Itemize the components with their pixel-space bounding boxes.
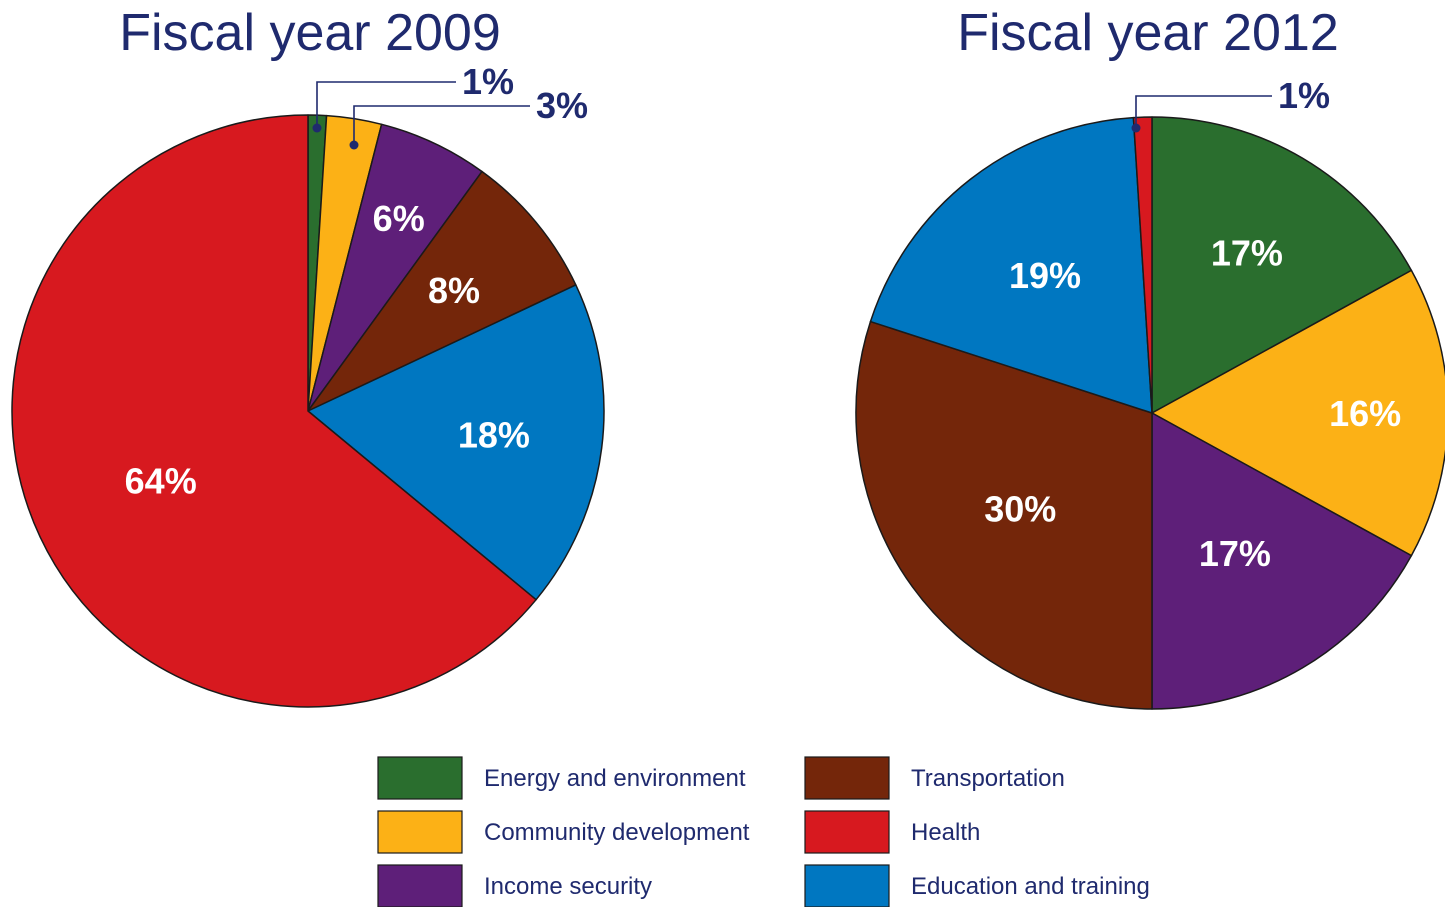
slice-label-community-development: 16% [1329,393,1401,434]
legend-swatch [377,864,463,907]
legend-label: Transportation [911,765,1065,792]
slice-income-security [1151,412,1413,710]
slice-education-and-training [869,116,1153,414]
pie-chart-fy2012: Fiscal year 2012 17% 16% 17% 30% 19% 1% [855,4,1445,710]
slice-label-health: 1% [1278,75,1330,116]
slice-transportation [855,320,1153,710]
legend-label: Energy and environment [484,765,746,792]
legend-label: Income security [484,873,652,900]
legend-swatch [377,756,463,800]
callout-dot [349,140,359,150]
legend-label: Health [911,819,980,846]
callout-line [1135,95,1272,128]
slice-energy-and-environment [1151,116,1413,414]
slice-label-transportation: 30% [984,489,1056,530]
legend-label: Community development [484,819,750,846]
chart-title: Fiscal year 2012 [957,4,1339,62]
slice-label-health: 64% [125,460,197,501]
legend-swatch [804,756,890,800]
callout-dot [312,123,322,133]
callout-dot [1131,123,1141,133]
slice-transportation [307,170,577,412]
slice-community-development [1151,269,1445,557]
slice-education-and-training [307,284,605,601]
callout-line [316,81,456,128]
slice-label-income-security: 17% [1199,533,1271,574]
slice-label-community-development: 3% [536,85,588,126]
legend-item-income-security: Income security [377,864,652,907]
slice-label-education-and-training: 19% [1009,255,1081,296]
legend-item-transportation: Transportation [804,756,1065,800]
legend-swatch [377,810,463,854]
legend-item-community-development: Community development [377,810,750,854]
slice-label-income-security: 6% [373,198,425,239]
chart-title: Fiscal year 2009 [119,4,501,62]
slice-label-transportation: 8% [428,270,480,311]
slice-label-energy-and-environment: 17% [1211,233,1283,274]
slice-label-education-and-training: 18% [458,415,530,456]
legend-label: Education and training [911,873,1150,900]
legend-item-energy-and-environment: Energy and environment [377,756,746,800]
slice-health [1132,116,1153,414]
slice-health [11,114,537,708]
legend: Energy and environment Community developm… [377,756,1150,907]
slice-label-energy-and-environment: 1% [462,61,514,102]
legend-item-education-and-training: Education and training [804,864,1150,907]
legend-swatch [804,810,890,854]
legend-item-health: Health [804,810,980,854]
legend-swatch [804,864,890,907]
callout-line [353,105,530,145]
